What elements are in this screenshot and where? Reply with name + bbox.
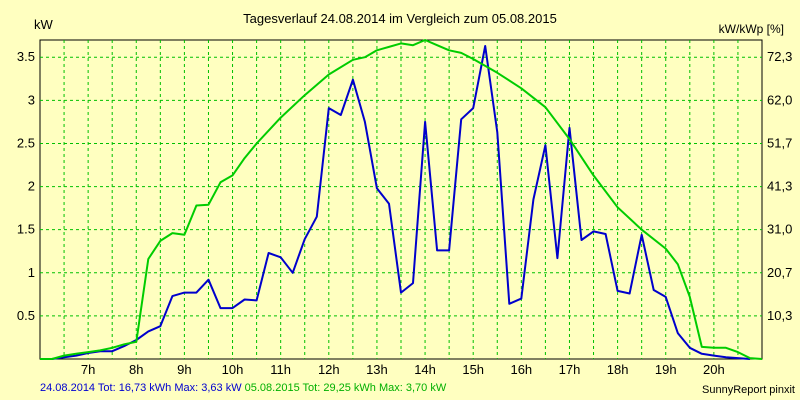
y-right-tick-label: 51,7 xyxy=(767,135,792,150)
x-tick-label: 18h xyxy=(607,362,629,377)
x-tick-label: 19h xyxy=(655,362,677,377)
y-right-tick-label: 31,0 xyxy=(767,222,792,237)
y-tick-label: 3 xyxy=(28,92,35,107)
x-tick-label: 8h xyxy=(129,362,143,377)
x-tick-label: 17h xyxy=(559,362,581,377)
credit-text: SunnyReport pinxit xyxy=(702,384,795,396)
y-right-tick-label: 62,0 xyxy=(767,92,792,107)
x-tick-label: 20h xyxy=(703,362,725,377)
chart-title: Tagesverlauf 24.08.2014 im Vergleich zum… xyxy=(243,11,557,26)
legend-series-2014: 24.08.2014 Tot: 16,73 kWh Max: 3,63 kW xyxy=(40,382,242,394)
y-right-tick-label: 20,7 xyxy=(767,265,792,280)
y-right-tick-label: 72,3 xyxy=(767,49,792,64)
y-tick-label: 0.5 xyxy=(17,308,35,323)
x-tick-label: 10h xyxy=(222,362,244,377)
x-tick-label: 15h xyxy=(462,362,484,377)
y-right-tick-label: 41,3 xyxy=(767,179,792,194)
legend-series-2015: 05.08.2015 Tot: 29,25 kWh Max: 3,70 kW xyxy=(244,382,447,394)
x-tick-label: 12h xyxy=(318,362,340,377)
y-tick-label: 2 xyxy=(28,179,35,194)
y-tick-label: 1.5 xyxy=(17,222,35,237)
legend-footer: 24.08.2014 Tot: 16,73 kWh Max: 3,63 kW 0… xyxy=(40,382,446,394)
series-line-1 xyxy=(40,39,763,360)
x-tick-label: 16h xyxy=(510,362,532,377)
x-tick-label: 13h xyxy=(366,362,388,377)
y-right-tick-label: 10,3 xyxy=(767,308,792,323)
x-tick-label: 9h xyxy=(177,362,191,377)
x-tick-label: 14h xyxy=(414,362,436,377)
y-tick-label: 2.5 xyxy=(17,135,35,150)
y-tick-label: 1 xyxy=(28,265,35,280)
x-tick-label: 11h xyxy=(270,362,291,377)
series-line-0 xyxy=(51,45,751,360)
y-axis-label-right: kW/kWp [%] xyxy=(718,22,784,36)
y-axis-label-left: kW xyxy=(34,17,53,32)
x-tick-label: 7h xyxy=(81,362,95,377)
y-tick-label: 3.5 xyxy=(17,49,35,64)
